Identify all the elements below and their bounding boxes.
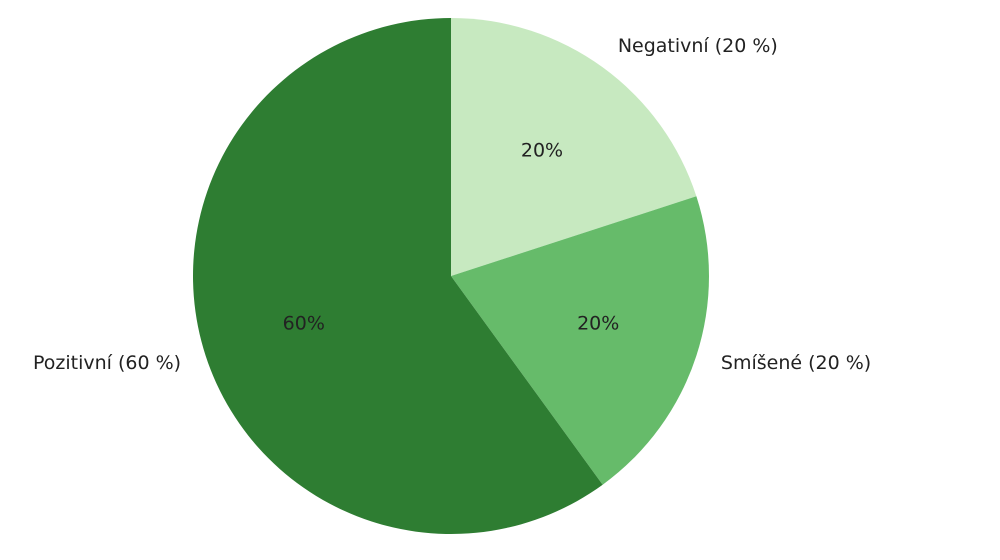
slice-label: Negativní (20 %) (618, 35, 778, 57)
pie-slice (451, 18, 697, 276)
slice-label: Smíšené (20 %) (721, 352, 871, 374)
pie-slice (451, 196, 709, 485)
slice-value-label: 20% (521, 139, 563, 161)
slice-label: Pozitivní (60 %) (33, 352, 181, 374)
slice-value-label: 60% (283, 312, 325, 334)
slice-value-label: 20% (577, 312, 619, 334)
pie-slice (193, 18, 603, 535)
